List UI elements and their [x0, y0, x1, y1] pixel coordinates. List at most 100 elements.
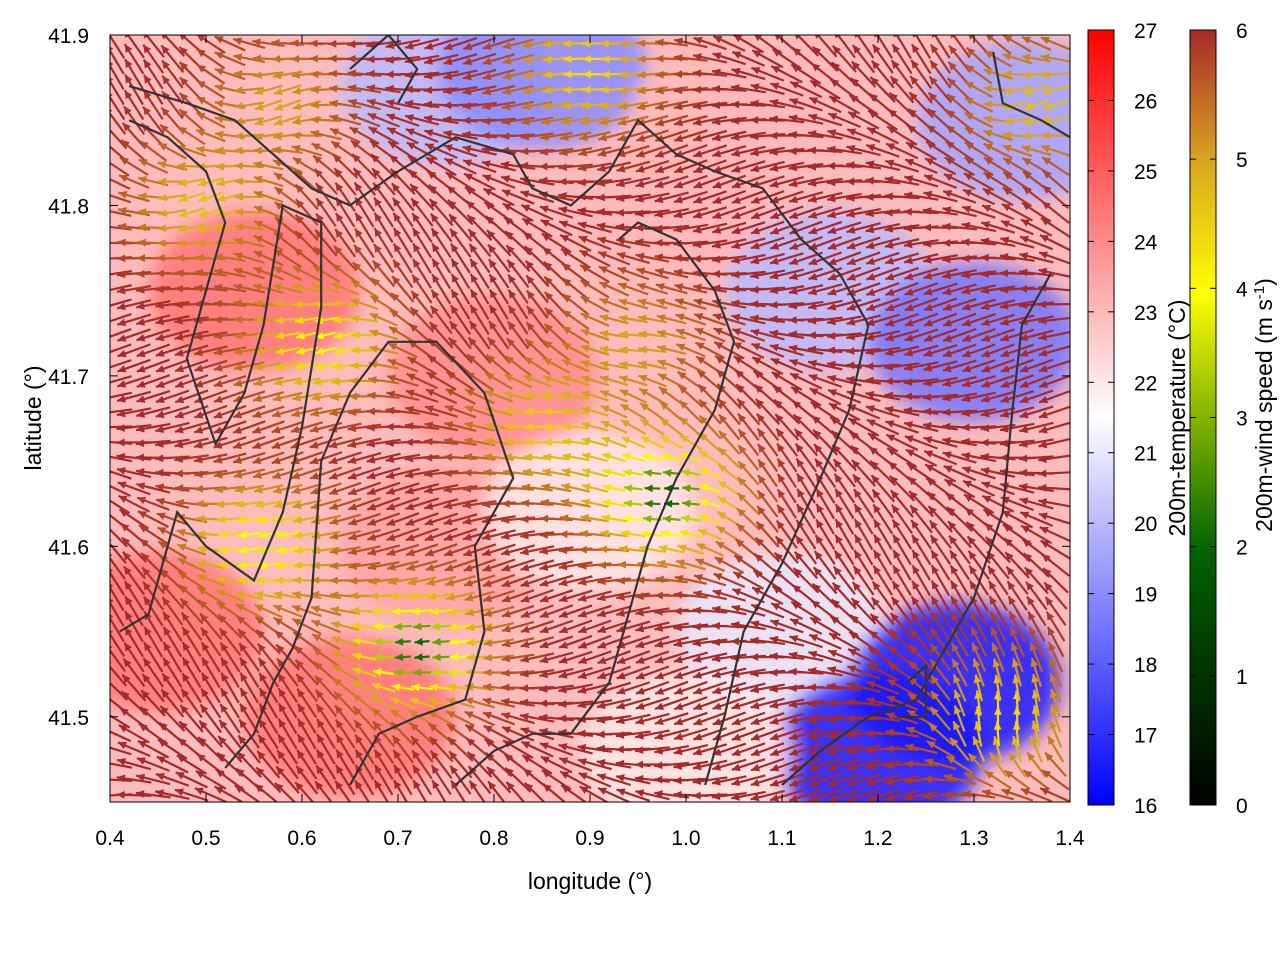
wind-arrow-head [155, 317, 165, 326]
wind-arrow [142, 43, 165, 74]
wind-arrow-head [175, 498, 185, 507]
wind-arrow-head [156, 512, 166, 520]
wind-arrow [194, 469, 228, 478]
wind-arrow [157, 540, 188, 559]
wind-arrow-head [98, 223, 107, 231]
wind-arrow-head [160, 705, 169, 715]
wind-arrow-head [143, 59, 152, 69]
wind-arrow-shaft [110, 328, 132, 338]
wind-arrow-head [195, 499, 204, 508]
wind-arrow-head [98, 271, 107, 279]
wind-arrow [155, 374, 190, 388]
wind-arrow [123, 580, 145, 612]
wind-arrow [110, 408, 133, 414]
wind-arrow-head [182, 627, 191, 637]
wind-arrow-head [121, 139, 130, 149]
wind-arrow-head [137, 238, 146, 247]
wind-arrow [110, 194, 132, 204]
wind-arrow [118, 174, 150, 189]
wind-arrow [135, 790, 171, 799]
wind-arrow [178, 108, 205, 132]
wind-arrow-head [123, 566, 132, 576]
wind-arrow [159, 568, 186, 593]
wind-arrow-head [135, 467, 145, 476]
wind-arrow-head [155, 789, 165, 797]
wind-arrow [116, 285, 152, 295]
wind-arrow-head [136, 269, 145, 278]
wind-arrow-head [122, 674, 131, 684]
wind-arrow-head [180, 705, 189, 714]
wind-arrow-head [140, 141, 149, 150]
wind-arrow [179, 597, 204, 625]
wind-arrow [174, 344, 209, 357]
wind-arrow [155, 343, 190, 357]
wind-arrow [140, 689, 166, 717]
wind-arrow-head [201, 627, 209, 637]
wind-arrow-head [200, 704, 209, 714]
wind-arrow [177, 223, 206, 233]
wind-arrow [157, 738, 188, 760]
wind-arrow-head [180, 598, 189, 608]
wind-arrow [155, 497, 189, 509]
wind-arrow [110, 470, 132, 480]
wind-arrow [110, 553, 126, 580]
wind-arrow [116, 758, 152, 771]
wind-arrow-head [100, 709, 109, 717]
wind-arrow-shaft [110, 313, 132, 323]
wind-arrow [155, 438, 190, 448]
wind-arrow [181, 672, 202, 704]
wind-arrow-shaft [110, 298, 132, 307]
wind-arrow-head [116, 790, 125, 799]
wind-arrow [117, 741, 151, 757]
wind-arrow-head [97, 438, 105, 446]
wind-arrow [162, 626, 183, 658]
wind-arrow-head [194, 426, 204, 434]
wind-arrow [157, 142, 187, 160]
wind-arrow-head [162, 75, 171, 85]
wind-arrow-head [174, 469, 183, 478]
wind-arrow [110, 746, 132, 756]
wind-arrow [110, 614, 125, 643]
wind-arrow [200, 641, 221, 673]
wind-arrow [136, 343, 171, 358]
wind-arrow [135, 439, 171, 448]
wind-arrow-head [99, 481, 108, 488]
wind-arrow [135, 773, 171, 786]
wind-arrow-head [117, 481, 127, 489]
wind-arrow-head [158, 193, 167, 202]
wind-arrow-head [136, 773, 146, 782]
wind-arrow [98, 270, 133, 279]
wind-arrow-head [143, 44, 152, 54]
wind-arrow [178, 207, 205, 218]
wind-arrow-head [155, 454, 164, 463]
wind-arrow [122, 657, 146, 688]
temperature-region [110, 551, 263, 712]
wind-arrow [174, 469, 209, 478]
wind-arrow [100, 709, 131, 729]
wind-arrow [161, 59, 184, 89]
wind-arrow [196, 574, 225, 587]
wind-arrow-head [98, 255, 106, 263]
wind-arrow [193, 453, 228, 464]
wind-arrow-head [136, 380, 146, 388]
wind-arrow-head [119, 708, 129, 716]
wind-arrow-head [119, 509, 129, 518]
wind-arrow-head [124, 90, 133, 100]
wind-arrow [136, 314, 171, 326]
wind-arrow-head [116, 774, 126, 783]
wind-arrow-head [97, 423, 105, 431]
wind-arrow-head [194, 411, 204, 419]
wind-arrow [143, 35, 165, 58]
wind-arrow-head [155, 483, 165, 491]
wind-arrow [155, 405, 190, 419]
wind-arrow-shaft [110, 746, 132, 756]
wind-arrow-shaft [110, 343, 132, 354]
wind-arrow [116, 407, 152, 418]
wind-arrow-head [138, 176, 148, 184]
wind-arrow-head [121, 691, 130, 700]
wind-arrow [199, 612, 223, 641]
wind-arrow [155, 483, 190, 492]
wind-arrow-head [116, 424, 126, 432]
wind-arrow-head [136, 365, 146, 373]
wind-arrow [156, 512, 189, 526]
